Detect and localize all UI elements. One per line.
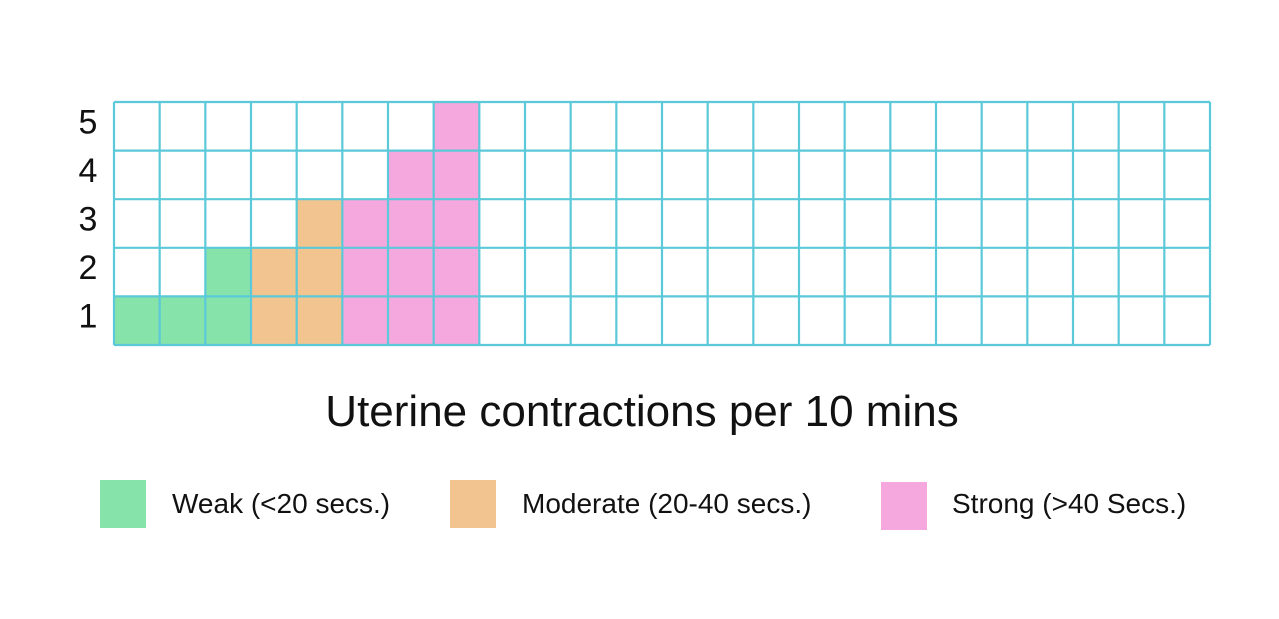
cell-strong-col6-row1	[342, 296, 388, 345]
legend-swatch-strong	[881, 482, 927, 530]
filled-cells	[114, 102, 480, 345]
cell-weak-col1-row1	[114, 296, 160, 345]
cell-moderate-col4-row2	[251, 247, 297, 297]
y-tick-label-1: 1	[79, 298, 98, 336]
cell-moderate-col5-row2	[296, 247, 343, 297]
cell-moderate-col5-row3	[296, 199, 343, 248]
cell-moderate-col4-row1	[251, 296, 297, 345]
cell-strong-col7-row4	[388, 150, 434, 200]
legend-swatch-weak	[100, 480, 146, 528]
cell-strong-col6-row2	[342, 247, 388, 297]
x-axis-title: Uterine contractions per 10 mins	[0, 386, 1279, 438]
y-tick-label-3: 3	[79, 201, 98, 239]
grid-lines	[112, 100, 1212, 347]
legend-swatch-moderate	[450, 480, 496, 528]
cell-strong-col7-row2	[388, 247, 434, 297]
cell-strong-col8-row5	[433, 102, 480, 151]
legend-label-moderate: Moderate (20-40 secs.)	[522, 488, 812, 519]
legend-label-strong: Strong (>40 Secs.)	[952, 488, 1187, 519]
legend-label-weak: Weak (<20 secs.)	[172, 488, 391, 519]
cell-weak-col2-row1	[159, 296, 206, 345]
y-tick-label-4: 4	[79, 152, 98, 190]
y-tick-label-5: 5	[79, 103, 98, 141]
y-tick-label-2: 2	[79, 249, 98, 287]
cell-weak-col3-row2	[205, 247, 251, 297]
cell-strong-col6-row3	[342, 199, 388, 248]
cell-strong-col8-row3	[433, 199, 480, 248]
cell-strong-col7-row3	[388, 199, 434, 248]
cell-strong-col8-row4	[433, 150, 480, 200]
cell-moderate-col5-row1	[296, 296, 343, 345]
y-axis-ticks: 1 2 3 4 5	[79, 103, 98, 335]
cell-strong-col7-row1	[388, 296, 434, 345]
x-axis-title-text: Uterine contractions per 10 mins	[325, 387, 959, 436]
cell-weak-col3-row1	[205, 296, 251, 345]
cell-strong-col8-row2	[433, 247, 480, 297]
cell-strong-col8-row1	[433, 296, 480, 345]
